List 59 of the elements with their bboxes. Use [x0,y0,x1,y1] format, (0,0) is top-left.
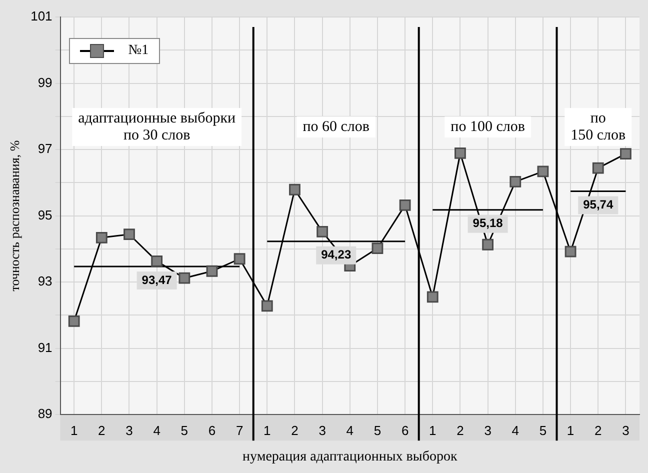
annotation: адаптационные выборки по 30 слов [78,110,236,144]
point [234,253,246,265]
annotation: 94,23 [321,248,352,262]
x-tick-label: 1 [566,422,574,438]
point [178,272,190,284]
x-tick-label: 2 [456,422,464,438]
annotation: 95,74 [583,198,614,212]
x-tick-label: 1 [264,422,271,438]
point [592,162,604,174]
annotation: 93,47 [142,272,172,287]
point [372,242,384,254]
point [620,148,632,160]
point [454,147,466,159]
x-tick-label: 7 [236,422,244,438]
x-tick-label: 5 [374,422,382,438]
y-tick-label: 97 [38,141,52,156]
y-axis-title: точность распознавания, % [7,140,22,292]
y-tick-label: 89 [38,406,52,422]
x-tick-label: 4 [153,422,160,438]
point [151,255,163,267]
x-tick-label: 3 [484,422,492,438]
point [426,291,438,303]
annotation: по 100 слов [450,118,525,135]
point [261,300,273,312]
point [510,176,522,188]
point [537,166,549,178]
point [289,184,300,196]
annotation: по 60 слов [302,118,370,135]
x-tick-label: 1 [429,422,436,438]
legend-label: №1 [128,43,149,59]
x-tick-label: 5 [180,422,188,438]
x-tick-label: 2 [291,422,298,438]
x-tick-label: 6 [401,422,409,438]
x-tick-label: 3 [126,422,133,438]
point [482,238,494,250]
y-tick-label: 91 [38,340,52,355]
x-tick-label: 3 [622,422,630,438]
annotation: по 150 слов [570,110,626,144]
point [96,232,108,244]
x-tick-label: 4 [346,422,354,438]
y-tick-label: 95 [38,207,52,222]
point [124,228,135,240]
point [564,246,576,258]
x-tick-label: 3 [318,422,326,438]
x-tick-label: 6 [208,422,216,438]
x-axis-title: нумерация адаптационных выборок [242,449,458,464]
x-tick-label: 5 [539,422,547,438]
x-tick-label: 4 [512,422,519,438]
y-tick-label: 93 [38,274,52,289]
y-tick-label: 101 [30,8,52,24]
x-tick-label: 2 [594,422,602,438]
point [316,226,328,238]
point [206,265,218,277]
x-tick-label: 1 [70,422,78,438]
annotation: 95,18 [472,216,504,230]
point [68,315,80,327]
y-tick-label: 99 [38,74,52,90]
point [399,200,411,211]
x-tick-label: 2 [98,422,106,438]
